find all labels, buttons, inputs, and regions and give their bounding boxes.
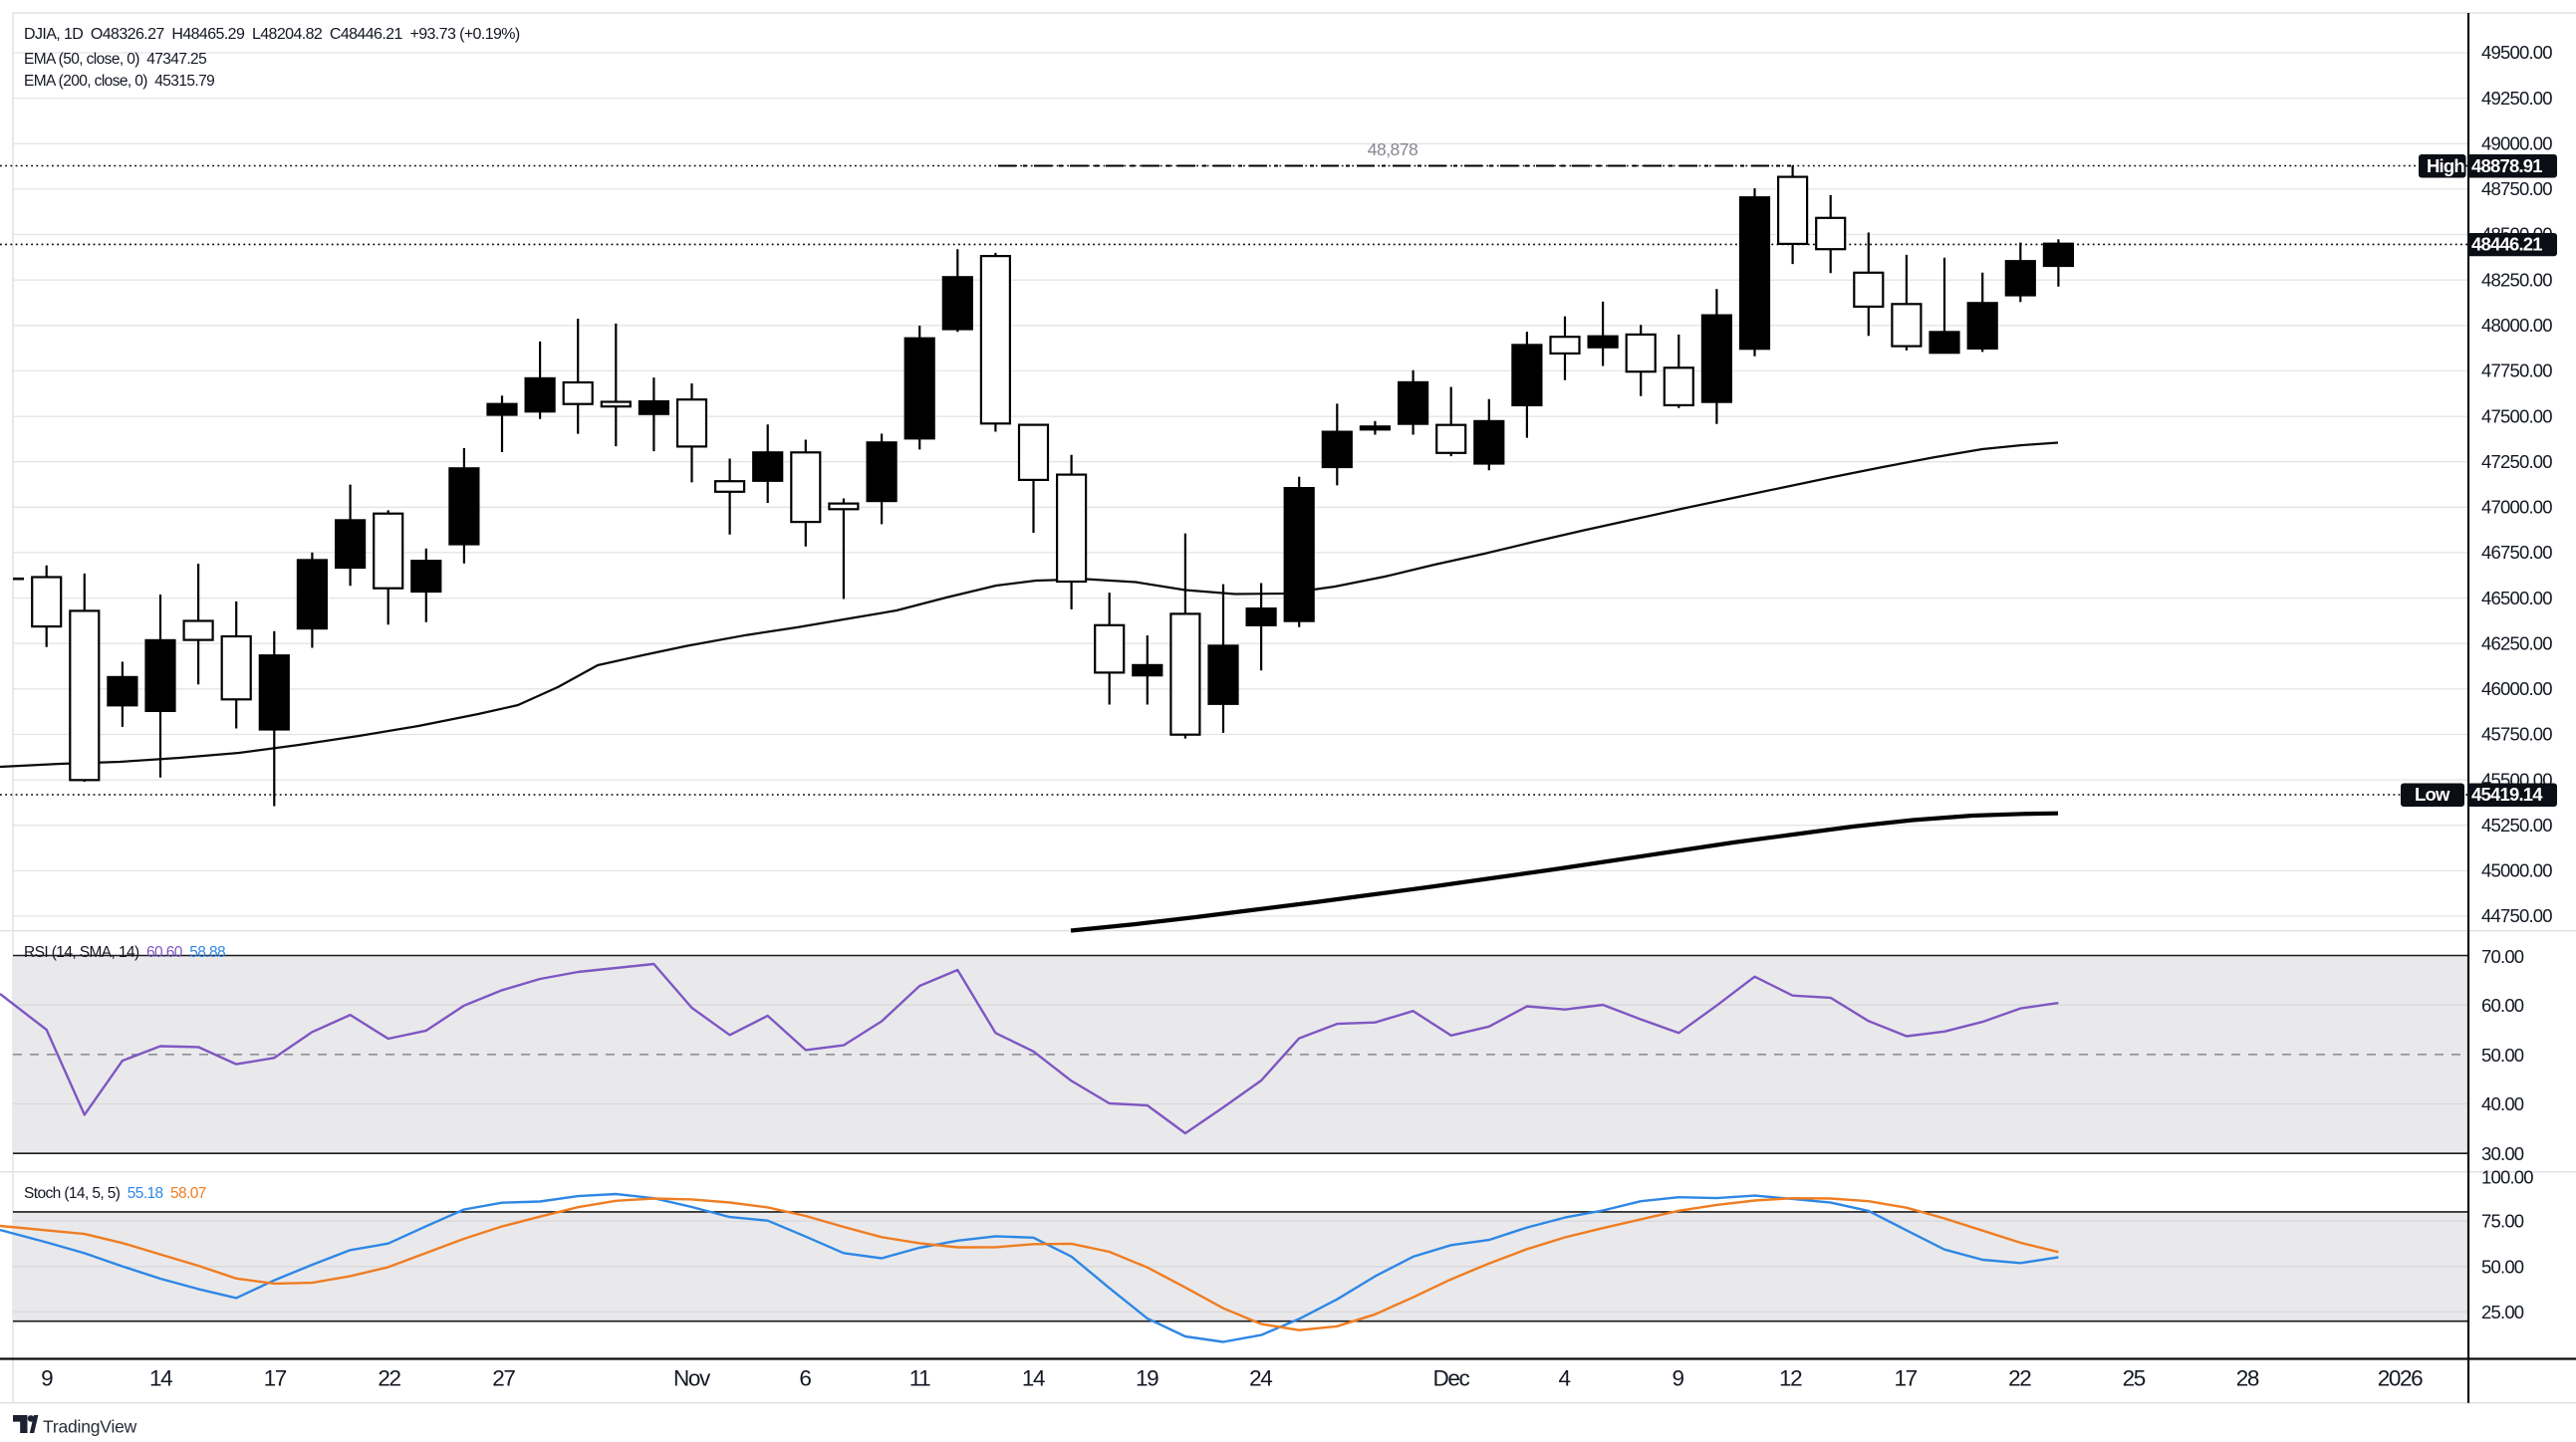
- svg-text:22: 22: [378, 1366, 400, 1391]
- svg-text:High: High: [2427, 155, 2464, 176]
- svg-text:25.00: 25.00: [2481, 1302, 2524, 1322]
- svg-text:9: 9: [1672, 1366, 1683, 1391]
- svg-text:27: 27: [492, 1366, 515, 1391]
- svg-text:45750.00: 45750.00: [2481, 724, 2552, 745]
- svg-text:9: 9: [41, 1366, 53, 1391]
- svg-text:100.00: 100.00: [2481, 1167, 2533, 1188]
- svg-text:49500.00: 49500.00: [2481, 42, 2552, 63]
- svg-text:45000.00: 45000.00: [2481, 860, 2552, 881]
- svg-text:17: 17: [264, 1366, 287, 1391]
- svg-text:Nov: Nov: [673, 1366, 711, 1391]
- svg-text:49250.00: 49250.00: [2481, 88, 2552, 109]
- svg-text:14: 14: [149, 1366, 172, 1391]
- svg-text:12: 12: [1779, 1366, 1802, 1391]
- svg-text:2026: 2026: [2378, 1366, 2423, 1391]
- svg-text:47000.00: 47000.00: [2481, 497, 2552, 518]
- svg-text:45419.14: 45419.14: [2471, 784, 2543, 805]
- svg-text:14: 14: [1022, 1366, 1045, 1391]
- svg-text:47500.00: 47500.00: [2481, 405, 2552, 426]
- svg-text:70.00: 70.00: [2481, 946, 2524, 967]
- svg-text:45250.00: 45250.00: [2481, 815, 2552, 836]
- svg-text:46000.00: 46000.00: [2481, 678, 2552, 699]
- svg-text:47250.00: 47250.00: [2481, 451, 2552, 472]
- svg-text:19: 19: [1136, 1366, 1159, 1391]
- svg-text:17: 17: [1894, 1366, 1917, 1391]
- svg-text:50.00: 50.00: [2481, 1045, 2524, 1066]
- svg-text:RSI (14, SMA, 14) 60.60 58.8: RSI (14, SMA, 14) 60.60 58.88: [24, 944, 225, 961]
- svg-text:22: 22: [2008, 1366, 2031, 1391]
- svg-text:48,878: 48,878: [1368, 139, 1418, 159]
- svg-text:60.00: 60.00: [2481, 995, 2524, 1016]
- svg-text:75.00: 75.00: [2481, 1211, 2524, 1232]
- svg-text:25: 25: [2123, 1366, 2146, 1391]
- svg-text:4: 4: [1558, 1366, 1570, 1391]
- svg-text:47750.00: 47750.00: [2481, 360, 2552, 381]
- svg-text:EMA (50, close, 0) 47347.25: EMA (50, close, 0) 47347.25: [24, 51, 206, 68]
- svg-text:Dec: Dec: [1432, 1366, 1469, 1391]
- svg-text:TradingView: TradingView: [43, 1417, 137, 1437]
- svg-text:50.00: 50.00: [2481, 1257, 2524, 1278]
- svg-text:49000.00: 49000.00: [2481, 133, 2552, 154]
- svg-text:30.00: 30.00: [2481, 1143, 2524, 1164]
- svg-text:6: 6: [799, 1366, 811, 1391]
- svg-text:Stoch (14, 5, 5) 55.18 58.07: Stoch (14, 5, 5) 55.18 58.07: [24, 1185, 206, 1202]
- svg-text:46750.00: 46750.00: [2481, 542, 2552, 563]
- svg-text:48878.91: 48878.91: [2471, 155, 2542, 176]
- svg-text:44750.00: 44750.00: [2481, 905, 2552, 926]
- svg-text:48250.00: 48250.00: [2481, 269, 2552, 290]
- svg-text:28: 28: [2236, 1366, 2259, 1391]
- svg-text:48750.00: 48750.00: [2481, 178, 2552, 199]
- svg-text:DJIA, 1D O48326.27 H48465.29: DJIA, 1D O48326.27 H48465.29 L48204.82 C…: [24, 26, 520, 43]
- svg-text:40.00: 40.00: [2481, 1093, 2524, 1114]
- svg-text:48000.00: 48000.00: [2481, 315, 2552, 336]
- svg-text:46250.00: 46250.00: [2481, 632, 2552, 653]
- svg-text:46500.00: 46500.00: [2481, 588, 2552, 608]
- svg-text:48446.21: 48446.21: [2471, 234, 2542, 255]
- svg-text:Low: Low: [2415, 784, 2450, 805]
- svg-text:EMA (200, close, 0) 45315.79: EMA (200, close, 0) 45315.79: [24, 73, 214, 90]
- svg-text:11: 11: [909, 1366, 930, 1391]
- svg-text:24: 24: [1249, 1366, 1272, 1391]
